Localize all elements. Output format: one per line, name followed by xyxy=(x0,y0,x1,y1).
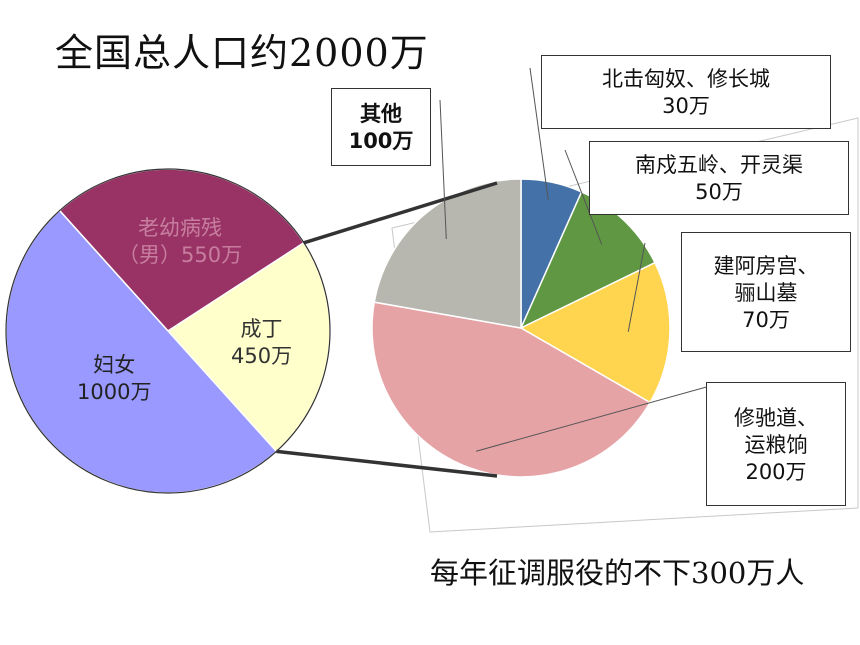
callout-roads-grain: 修驰道、 运粮饷 200万 xyxy=(706,382,846,506)
pie-connectors xyxy=(276,181,498,478)
labor-pie xyxy=(371,178,671,478)
callout-northern-xiongnu: 北击匈奴、修长城 30万 xyxy=(541,55,831,129)
leader-line xyxy=(564,149,603,245)
slice-label-women: 妇女 1000万 xyxy=(77,353,152,405)
population-pie xyxy=(5,168,331,494)
slice-other xyxy=(373,178,522,329)
connector-bottom xyxy=(276,449,498,478)
callout-southern-lingqu: 南戍五岭、开灵渠 50万 xyxy=(589,141,849,215)
leader-line xyxy=(476,385,711,452)
callout-other: 其他 100万 xyxy=(331,88,431,166)
footer-note: 每年征调服役的不下300万人 xyxy=(430,556,805,590)
connector-top xyxy=(303,181,498,245)
page-title: 全国总人口约2000万 xyxy=(55,31,429,75)
leader-line xyxy=(627,242,646,332)
pie1-outline xyxy=(5,168,331,494)
slice-label-adult-men: 成丁 450万 xyxy=(231,317,293,369)
slice-label-elderly: 老幼病残 （男）550万 xyxy=(118,216,243,268)
leader-line xyxy=(439,99,447,239)
callout-epang-palace: 建阿房宫、 骊山墓 70万 xyxy=(681,232,851,352)
leader-line xyxy=(529,67,549,200)
leader-lines xyxy=(439,67,711,452)
slice-southern-lingqu xyxy=(519,190,656,330)
slice-epang-palace xyxy=(519,261,671,404)
slice-roads-grain xyxy=(371,301,652,478)
